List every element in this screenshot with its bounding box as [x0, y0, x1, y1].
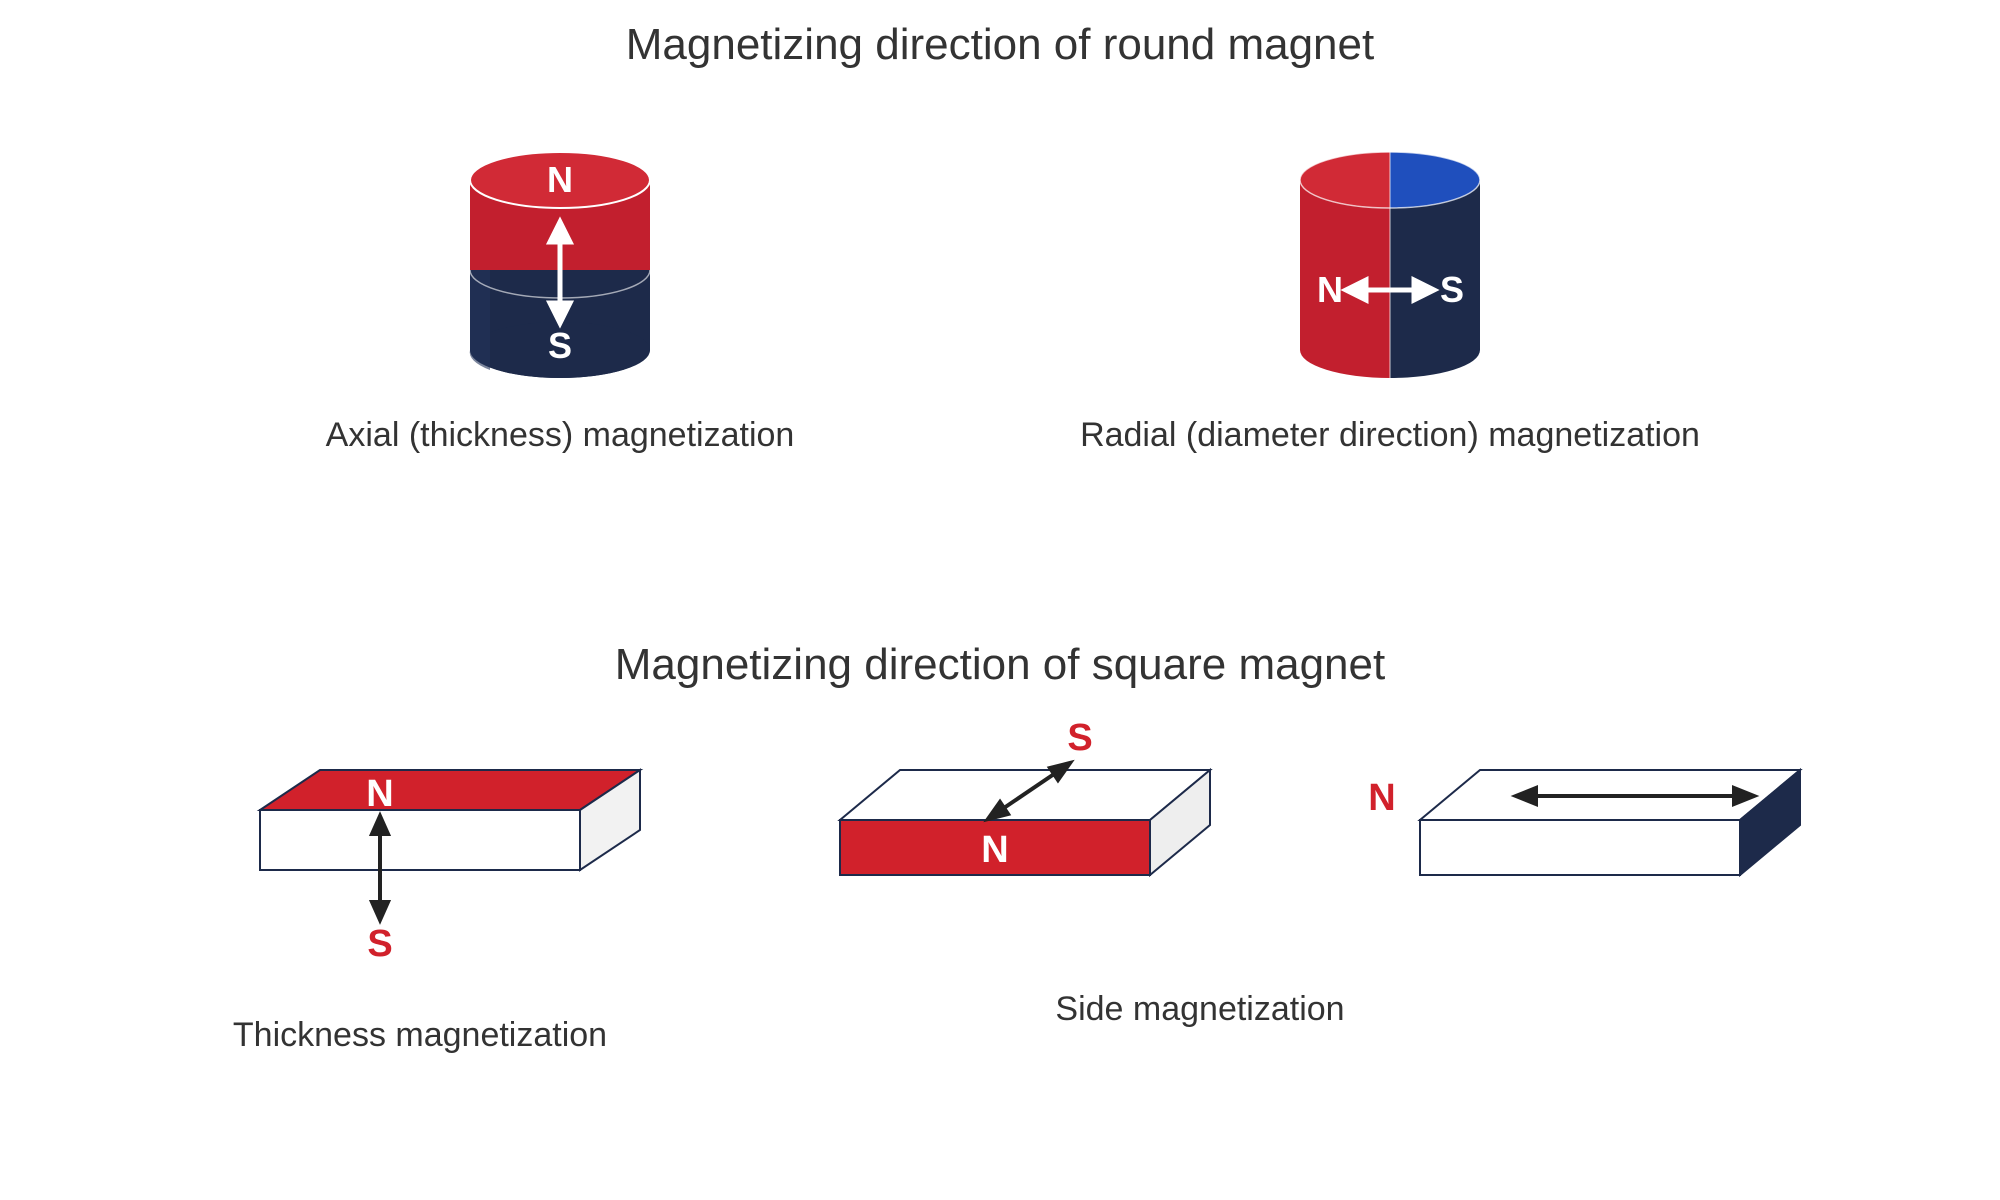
thickness-figure: N S Thickness magnetization — [160, 710, 680, 1055]
thickness-s-label: S — [367, 923, 392, 965]
side-figure-1: S N — [750, 710, 1250, 1010]
axial-figure: N S Axial (thickness) magnetization — [300, 100, 820, 455]
side1-n-label: N — [981, 829, 1008, 871]
round-section-title: Magnetizing direction of round magnet — [0, 20, 2000, 70]
side-caption: Side magnetization — [1000, 990, 1400, 1029]
side-slab-2-icon: N — [1320, 710, 1840, 1010]
axial-n-label: N — [547, 159, 573, 200]
axial-caption: Axial (thickness) magnetization — [300, 416, 820, 455]
radial-n-label: N — [1317, 269, 1343, 310]
side1-s-label: S — [1067, 717, 1092, 759]
radial-figure: N S Radial (diameter direction) magnetiz… — [1080, 100, 1700, 455]
square-section-title: Magnetizing direction of square magnet — [0, 640, 2000, 690]
round-figures-row: N S Axial (thickness) magnetization — [0, 100, 2000, 455]
side-figure-2: N — [1320, 710, 1840, 1010]
radial-caption: Radial (diameter direction) magnetizatio… — [1080, 416, 1700, 455]
thickness-slab-icon: N S — [170, 710, 670, 1010]
radial-s-label: S — [1440, 269, 1464, 310]
axial-s-label: S — [548, 325, 572, 366]
thickness-caption: Thickness magnetization — [160, 1016, 680, 1055]
round-section: Magnetizing direction of round magnet — [0, 20, 2000, 455]
side-slab-1-icon: S N — [760, 710, 1240, 1010]
square-section: Magnetizing direction of square magnet N… — [0, 640, 2000, 1055]
thickness-n-label: N — [366, 773, 393, 815]
side2-n-label: N — [1368, 777, 1395, 819]
radial-cylinder-icon: N S — [1260, 100, 1520, 400]
axial-cylinder-icon: N S — [430, 100, 690, 400]
